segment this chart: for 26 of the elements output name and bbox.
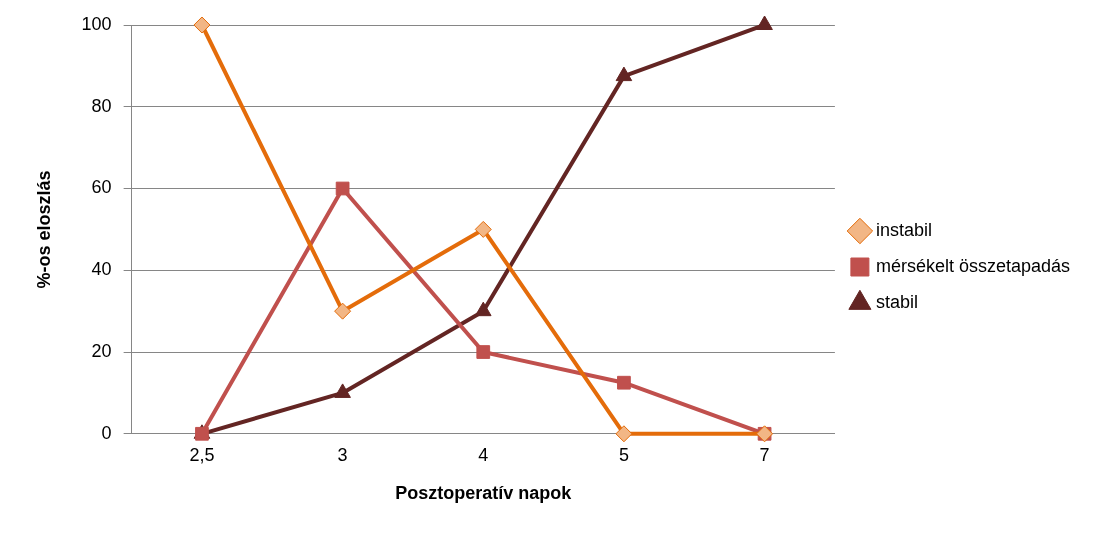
point [756,15,773,30]
point [474,220,492,238]
y-axis-title: %-os eloszlás [33,170,54,289]
x-axis-title: Posztoperatív napok [395,483,573,504]
x-tick-label: 4 [478,444,489,465]
legend-label: instabil [875,219,932,240]
point [615,425,633,443]
point [476,345,491,359]
legend-label: stabil [875,291,918,312]
y-tick-label: 60 [91,177,112,198]
point [615,66,633,82]
x-tick-label: 2,5 [189,444,215,465]
legend-label: mérsékelt összetapadás [875,255,1071,276]
y-tick-label: 20 [91,341,112,362]
y-tick-label: 40 [91,259,112,280]
point [334,302,352,320]
x-tick-label: 7 [759,444,770,465]
point [335,181,350,196]
y-tick-label: 0 [101,422,112,443]
x-tick-label: 5 [618,444,629,465]
y-tick-label: 100 [81,13,112,34]
point [474,301,492,317]
point [193,16,211,34]
point [617,375,631,390]
y-tick-label: 80 [91,95,112,116]
x-tick-label: 3 [337,444,348,465]
